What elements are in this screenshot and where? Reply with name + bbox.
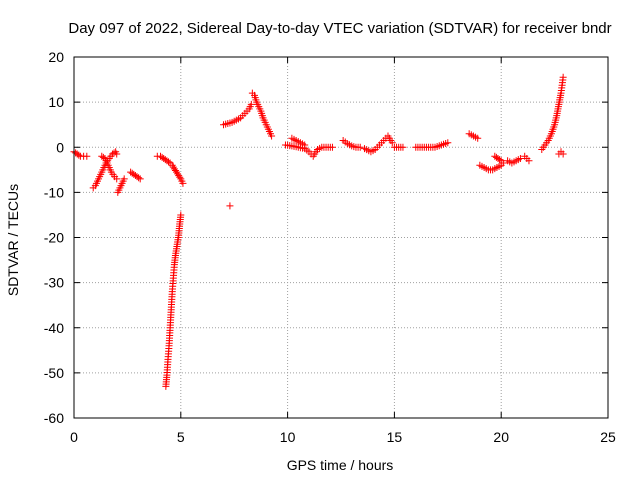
x-tick-label: 20	[493, 429, 509, 445]
y-tick-label: -60	[44, 410, 64, 426]
y-tick-label: 20	[48, 49, 64, 65]
data-point	[177, 211, 185, 219]
data-point	[120, 175, 128, 183]
data-point	[516, 155, 524, 163]
x-axis-label: GPS time / hours	[287, 457, 394, 473]
data-point	[328, 143, 336, 151]
data-point	[388, 139, 396, 147]
x-tick-label: 0	[70, 429, 78, 445]
data-point	[559, 150, 567, 158]
data-point	[444, 139, 452, 147]
y-tick-label: 10	[48, 94, 64, 110]
data-point	[136, 175, 144, 183]
data-point	[559, 73, 567, 81]
y-tick-label: -20	[44, 230, 64, 246]
data-point	[168, 161, 176, 169]
y-tick-label: -30	[44, 275, 64, 291]
y-tick-label: -10	[44, 184, 64, 200]
data-point	[496, 156, 504, 164]
data-point	[176, 173, 184, 181]
data-point	[75, 151, 83, 159]
y-tick-label: -40	[44, 320, 64, 336]
x-tick-label: 10	[280, 429, 296, 445]
x-tick-label: 5	[177, 429, 185, 445]
data-point	[356, 143, 364, 151]
y-tick-label: -50	[44, 365, 64, 381]
data-point	[399, 143, 407, 151]
data-point	[135, 174, 143, 182]
data-point	[83, 152, 91, 160]
data-point	[113, 175, 121, 183]
y-axis-label: SDTVAR / TECUs	[5, 184, 21, 296]
data-point	[165, 158, 173, 166]
data-points	[70, 73, 567, 390]
chart-title: Day 097 of 2022, Sidereal Day-to-day VTE…	[68, 20, 611, 37]
data-point	[301, 141, 309, 149]
data-point	[179, 179, 187, 187]
data-point	[226, 202, 234, 210]
data-point	[474, 134, 482, 142]
y-tick-label: 0	[56, 139, 64, 155]
data-point	[113, 150, 121, 158]
x-tick-label: 15	[387, 429, 403, 445]
x-tick-label: 25	[600, 429, 616, 445]
data-point	[268, 132, 276, 140]
axis-ticks: 0 5 10 15 20 25 -60 -50 -40 -30 -20 -10 0 10 20	[44, 49, 616, 445]
grid	[74, 57, 608, 418]
data-point	[497, 157, 505, 165]
data-point	[525, 157, 533, 165]
data-point	[173, 168, 181, 176]
data-point	[247, 100, 255, 108]
